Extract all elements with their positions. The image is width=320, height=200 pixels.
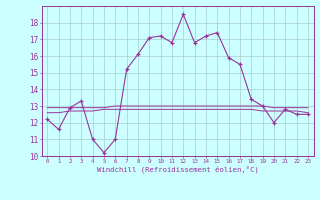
X-axis label: Windchill (Refroidissement éolien,°C): Windchill (Refroidissement éolien,°C) xyxy=(97,166,259,173)
